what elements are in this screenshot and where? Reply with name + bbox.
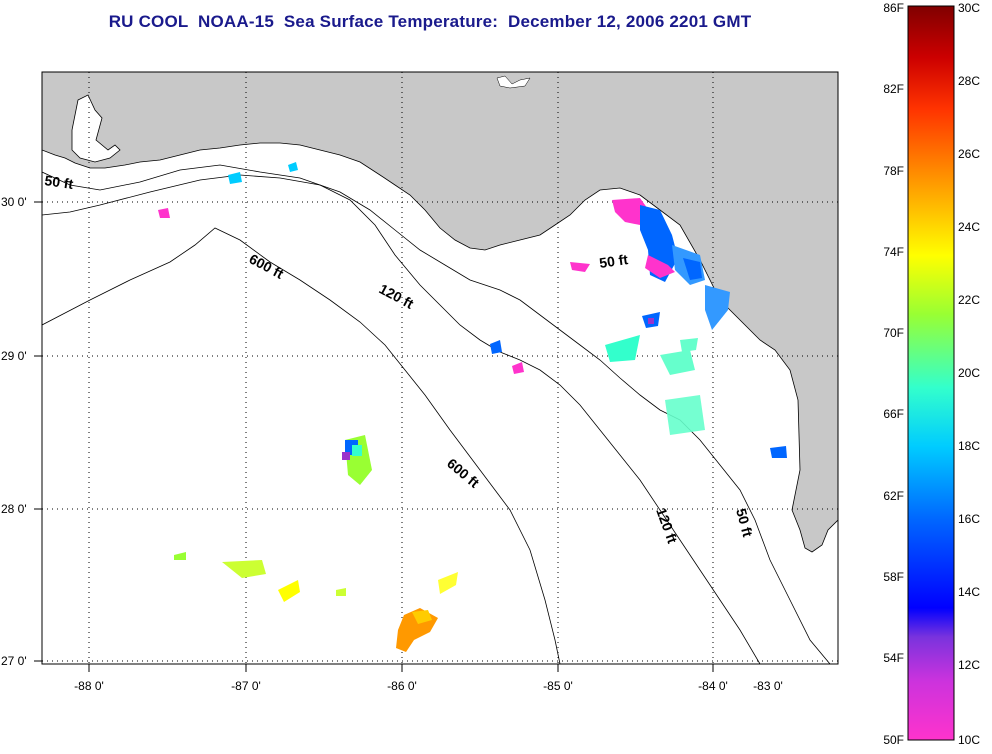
lat-label: 29 0' xyxy=(1,349,27,363)
colorbar-f-labels: 86F 82F 78F 74F 70F 66F 62F 58F 54F 50F xyxy=(883,1,904,747)
map-frame xyxy=(41,71,839,665)
colorbar: 86F 82F 78F 74F 70F 66F 62F 58F 54F 50F … xyxy=(883,1,980,747)
colorbar-c-label: 16C xyxy=(958,512,980,526)
colorbar-c-label: 10C xyxy=(958,733,980,747)
sst-patch-cyan xyxy=(605,335,640,362)
contour-label-50ft-northeast: 50 ft xyxy=(598,251,629,271)
colorbar-f-label: 54F xyxy=(883,651,904,665)
lon-label: -84 0' xyxy=(698,679,728,693)
colorbar-c-label: 26C xyxy=(958,147,980,161)
colorbar-c-label: 24C xyxy=(958,220,980,234)
colorbar-f-label: 62F xyxy=(883,489,904,503)
colorbar-c-label: 30C xyxy=(958,1,980,15)
colorbar-c-labels: 30C 28C 26C 24C 22C 20C 18C 16C 14C 12C … xyxy=(958,1,980,747)
lon-label: -85 0' xyxy=(543,679,573,693)
lat-label: 30 0' xyxy=(1,195,27,209)
tick-marks xyxy=(34,201,714,672)
colorbar-f-label: 66F xyxy=(883,407,904,421)
contour-50ft xyxy=(42,164,831,664)
contour-label-50ft-west: 50 ft xyxy=(44,172,75,192)
colorbar-f-label: 70F xyxy=(883,326,904,340)
sst-patches xyxy=(158,162,787,652)
contour-600ft xyxy=(42,227,561,664)
colorbar-gradient xyxy=(907,5,955,741)
colorbar-f-label: 86F xyxy=(883,1,904,15)
map-area xyxy=(42,72,838,664)
colorbar-f-label: 78F xyxy=(883,164,904,178)
grid-lines xyxy=(42,72,838,664)
colorbar-f-label: 58F xyxy=(883,570,904,584)
map-title: RU COOL NOAA-15 Sea Surface Temperature:… xyxy=(108,12,752,31)
colorbar-c-label: 14C xyxy=(958,585,980,599)
colorbar-c-label: 12C xyxy=(958,658,980,672)
colorbar-c-label: 20C xyxy=(958,366,980,380)
contour-120ft xyxy=(42,174,761,664)
land xyxy=(42,72,838,553)
lon-label: -87 0' xyxy=(231,679,261,693)
colorbar-c-label: 28C xyxy=(958,74,980,88)
colorbar-c-label: 22C xyxy=(958,293,980,307)
colorbar-f-label: 50F xyxy=(883,733,904,747)
sst-patch-yellow-1 xyxy=(222,560,266,578)
sst-patch-yellow-2 xyxy=(278,580,300,602)
colorbar-c-label: 18C xyxy=(958,439,980,453)
lon-label: -88 0' xyxy=(74,679,104,693)
lat-label: 28 0' xyxy=(1,502,27,516)
colorbar-f-label: 74F xyxy=(883,245,904,259)
lat-labels: 30 0' 29 0' 28 0' 27 0' xyxy=(1,195,27,668)
lon-label: -86 0' xyxy=(387,679,417,693)
lon-label: -83 0' xyxy=(753,679,783,693)
sst-patch-big-bend xyxy=(570,198,730,330)
contour-label-50ft-south: 50 ft xyxy=(733,507,756,539)
colorbar-f-label: 82F xyxy=(883,82,904,96)
lat-label: 27 0' xyxy=(1,654,27,668)
sst-patch-central xyxy=(342,435,372,485)
bay xyxy=(71,94,121,163)
lon-labels: -88 0' -87 0' -86 0' -85 0' -84 0' -83 0… xyxy=(74,679,783,693)
